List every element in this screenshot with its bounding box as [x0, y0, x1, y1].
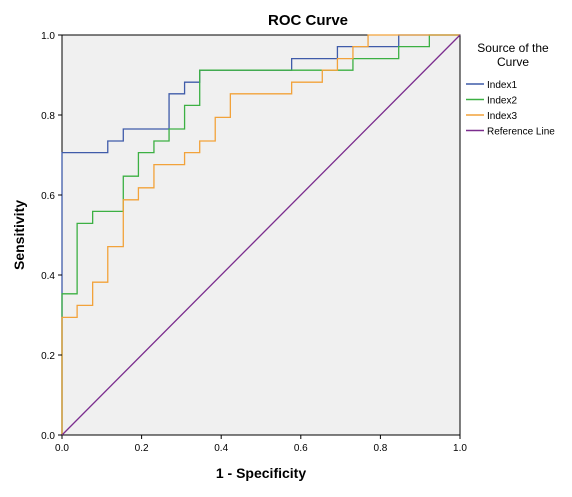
legend-title-line2: Curve: [497, 55, 529, 69]
legend-label: Index3: [487, 111, 517, 122]
series-line-index1: [61, 34, 460, 435]
legend: Source of the Curve Index1 Index2 Index3 Re…: [466, 41, 555, 138]
x-tick-label: 0.2: [135, 443, 149, 454]
x-axis-label: 1 - Specificity: [216, 465, 306, 481]
chart-title: ROC Curve: [268, 12, 348, 29]
y-tick-label: 0.2: [41, 351, 55, 362]
x-tick-label: 0.4: [214, 443, 228, 454]
legend-label: Reference Line: [487, 127, 555, 138]
series-line-index2: [61, 34, 460, 435]
x-tick-label: 0.0: [55, 443, 69, 454]
legend-items: Index1 Index2 Index3 Reference Line: [466, 80, 555, 138]
x-tick-label: 0.6: [294, 443, 308, 454]
axis-layer: 0.0 0.2 0.4 0.6 0.8 1.0 0.0 0.2 0.4 0.6 0.8 1.0: [41, 31, 467, 454]
x-tick-label: 0.8: [373, 443, 387, 454]
x-tick-label: 1.0: [453, 443, 467, 454]
y-tick-label: 1.0: [41, 31, 55, 42]
legend-title-line1: Source of the: [477, 41, 549, 55]
series-line-reference-line: [61, 34, 461, 436]
y-tick-label: 0.8: [41, 111, 55, 122]
y-tick-label: 0.4: [41, 271, 55, 282]
series-line-index3: [61, 34, 460, 435]
y-tick-label: 0.6: [41, 191, 55, 202]
y-tick-label: 0.0: [41, 431, 55, 442]
y-axis-label: Sensitivity: [11, 200, 27, 270]
legend-label: Index2: [487, 96, 517, 107]
legend-label: Index1: [487, 80, 517, 91]
series-layer: [61, 34, 461, 436]
